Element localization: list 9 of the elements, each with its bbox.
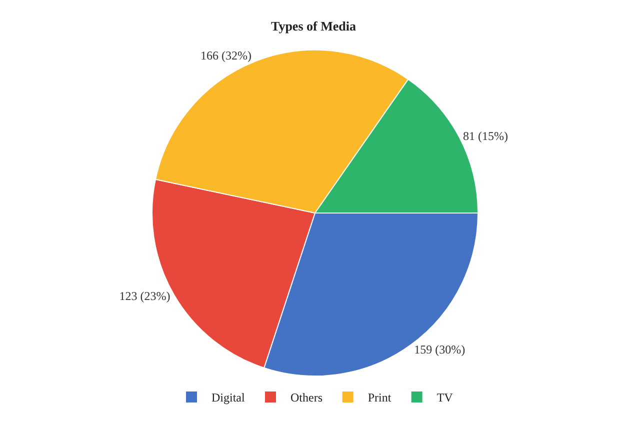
legend-label: TV [436, 390, 454, 405]
legend-label: Print [368, 390, 392, 405]
data-label: 159 (30%) [414, 342, 466, 357]
data-label: 166 (32%) [200, 48, 252, 62]
legend-label: Others [290, 390, 323, 405]
chart-title: Types of Media [271, 18, 356, 34]
data-label: 81 (15%) [463, 129, 508, 144]
data-label: 123 (23%) [119, 289, 170, 304]
legend-label: Digital [212, 390, 246, 405]
